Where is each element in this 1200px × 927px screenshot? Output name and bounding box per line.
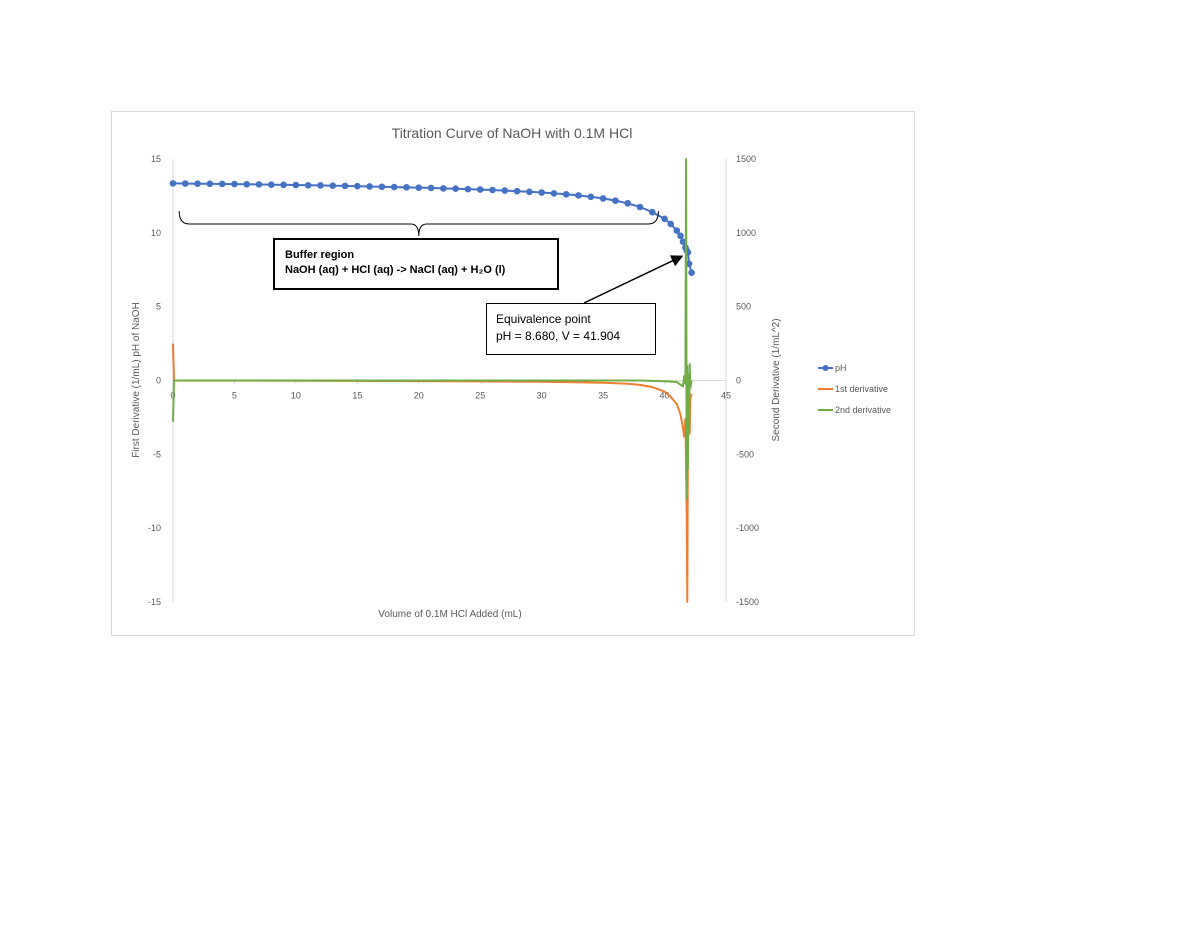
data-point-ph bbox=[181, 180, 189, 187]
data-point-ph bbox=[268, 181, 275, 188]
y-left-tick-label: 5 bbox=[156, 302, 161, 312]
data-point-ph bbox=[317, 182, 324, 189]
y-right-tick-label: 1500 bbox=[736, 154, 756, 164]
y-right-tick-label: -1500 bbox=[736, 597, 759, 607]
data-point-ph bbox=[341, 182, 349, 190]
data-point-ph bbox=[243, 180, 251, 188]
y-left-tick-label: -10 bbox=[148, 523, 161, 533]
data-point-ph bbox=[489, 186, 496, 194]
data-point-ph bbox=[673, 227, 681, 234]
y-right-tick-label: 0 bbox=[736, 376, 741, 386]
y-axis-left-title: First Derivative (1/mL) pH of NaOH bbox=[131, 302, 142, 458]
x-tick-label: 30 bbox=[537, 391, 547, 401]
y-left-tick-label: 15 bbox=[151, 154, 161, 164]
data-point-ph bbox=[440, 185, 447, 192]
y-right-tick-label: -500 bbox=[736, 449, 754, 459]
data-point-ph bbox=[378, 183, 386, 191]
legend: pH 1st derivative 2nd derivative bbox=[818, 363, 891, 415]
x-axis-title: Volume of 0.1M HCl Added (mL) bbox=[378, 609, 521, 620]
data-point-ph bbox=[329, 182, 337, 190]
data-point-ph bbox=[403, 184, 410, 191]
data-point-ph bbox=[194, 180, 201, 187]
x-tick-label: 40 bbox=[660, 391, 670, 401]
data-point-ph bbox=[526, 188, 533, 196]
equivalence-point-annotation: Equivalence point pH = 8.680, V = 41.904 bbox=[486, 303, 656, 355]
data-point-ph bbox=[280, 181, 287, 189]
data-point-ph bbox=[464, 185, 472, 193]
data-point-ph bbox=[304, 181, 312, 189]
data-point-ph bbox=[452, 185, 459, 192]
data-point-ph bbox=[476, 186, 484, 193]
data-point-ph bbox=[688, 269, 695, 277]
data-point-ph bbox=[679, 238, 687, 245]
chart-area bbox=[111, 111, 915, 636]
data-point-ph bbox=[218, 180, 226, 188]
data-point-ph bbox=[513, 187, 521, 195]
data-point-ph bbox=[624, 200, 631, 207]
y-axis-right-title: Second Derivative (1/mL^2) bbox=[771, 318, 782, 441]
data-point-ph bbox=[599, 195, 607, 202]
data-point-ph bbox=[550, 190, 558, 197]
data-point-ph bbox=[636, 203, 644, 211]
x-tick-label: 5 bbox=[232, 391, 237, 401]
data-point-ph bbox=[390, 183, 398, 191]
data-point-ph bbox=[415, 184, 423, 191]
data-point-ph bbox=[587, 193, 595, 201]
data-point-ph bbox=[501, 187, 509, 194]
y-left-tick-label: 10 bbox=[151, 228, 161, 238]
data-point-ph bbox=[169, 180, 177, 187]
buffer-region-title: Buffer region bbox=[285, 249, 355, 261]
data-point-ph bbox=[255, 181, 263, 188]
data-point-ph bbox=[661, 215, 668, 223]
x-tick-label: 20 bbox=[414, 391, 424, 401]
buffer-region-bracket bbox=[178, 210, 659, 236]
data-point-ph bbox=[538, 189, 545, 196]
data-point-ph bbox=[677, 232, 684, 240]
y-left-tick-label: -15 bbox=[148, 597, 161, 607]
data-point-ph bbox=[206, 180, 214, 188]
data-point-ph bbox=[292, 181, 300, 189]
legend-label: 2nd derivative bbox=[835, 405, 891, 415]
data-point-ph bbox=[366, 183, 373, 190]
data-point-ph bbox=[562, 190, 570, 198]
legend-label: 1st derivative bbox=[835, 384, 888, 394]
data-point-ph bbox=[612, 197, 619, 204]
x-tick-label: 45 bbox=[721, 391, 731, 401]
equivalence-point-title: Equivalence point bbox=[496, 312, 591, 326]
y-left-tick-label: -5 bbox=[153, 449, 161, 459]
x-tick-label: 25 bbox=[475, 391, 485, 401]
x-tick-label: 10 bbox=[291, 391, 301, 401]
y-right-tick-label: 500 bbox=[736, 302, 751, 312]
y-right-tick-label: -1000 bbox=[736, 523, 759, 533]
legend-marker bbox=[822, 365, 829, 371]
equivalence-point-values: pH = 8.680, V = 41.904 bbox=[496, 329, 621, 343]
x-tick-label: 35 bbox=[598, 391, 608, 401]
data-point-ph bbox=[231, 180, 238, 188]
y-right-tick-label: 1000 bbox=[736, 228, 756, 238]
buffer-region-annotation: Buffer region NaOH (aq) + HCl (aq) -> Na… bbox=[273, 238, 559, 290]
data-point-ph bbox=[575, 192, 582, 199]
data-point-ph bbox=[427, 184, 435, 192]
data-point-ph bbox=[648, 208, 656, 216]
series-line-1st-derivative bbox=[172, 343, 693, 603]
data-point-ph bbox=[685, 260, 693, 268]
series-line-2nd-derivative bbox=[172, 158, 693, 500]
legend-label: pH bbox=[835, 363, 847, 373]
x-tick-label: 15 bbox=[352, 391, 362, 401]
data-point-ph bbox=[667, 220, 674, 228]
y-left-tick-label: 0 bbox=[156, 376, 161, 386]
buffer-region-equation: NaOH (aq) + HCl (aq) -> NaCl (aq) + H₂O … bbox=[285, 264, 506, 276]
data-point-ph bbox=[354, 182, 361, 190]
equivalence-arrow bbox=[583, 255, 684, 304]
chart-title: Titration Curve of NaOH with 0.1M HCl bbox=[392, 125, 633, 141]
